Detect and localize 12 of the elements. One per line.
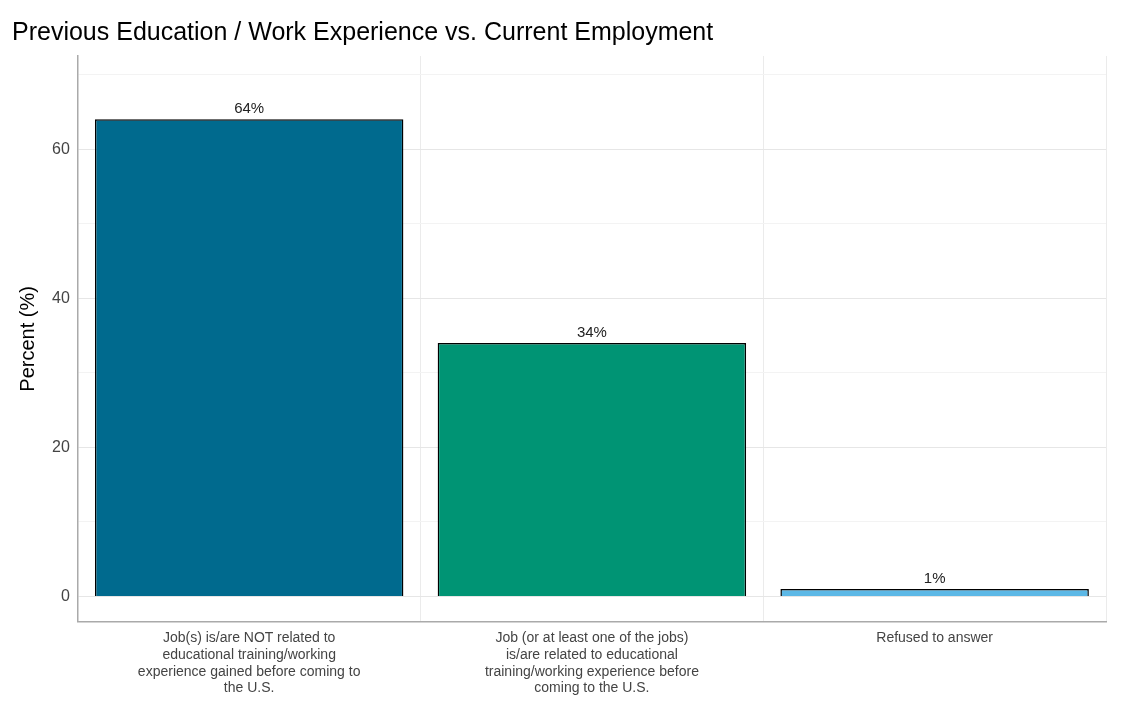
data-label: 1%	[923, 568, 946, 586]
y-tick-label: 40	[52, 288, 70, 306]
x-tick-label: Job(s) is/are NOT related to educational training/working experience gained before coming to the U.S.	[137, 629, 361, 696]
y-axis-title: Percent (%)	[15, 286, 38, 392]
x-tick-label: Job (or at least one of the jobs) is/are related to educational training/working experience before coming to the U.S.	[484, 629, 700, 696]
y-tick-label: 20	[52, 437, 70, 455]
y-tick-label: 0	[60, 586, 70, 604]
data-label: 34%	[576, 322, 607, 340]
chart-title: Previous Education / Work Experience vs. Current Employment	[12, 16, 714, 45]
y-tick-label: 60	[52, 139, 70, 157]
x-tick-label: Refused to answer	[876, 629, 994, 646]
data-label: 64%	[234, 99, 265, 116]
